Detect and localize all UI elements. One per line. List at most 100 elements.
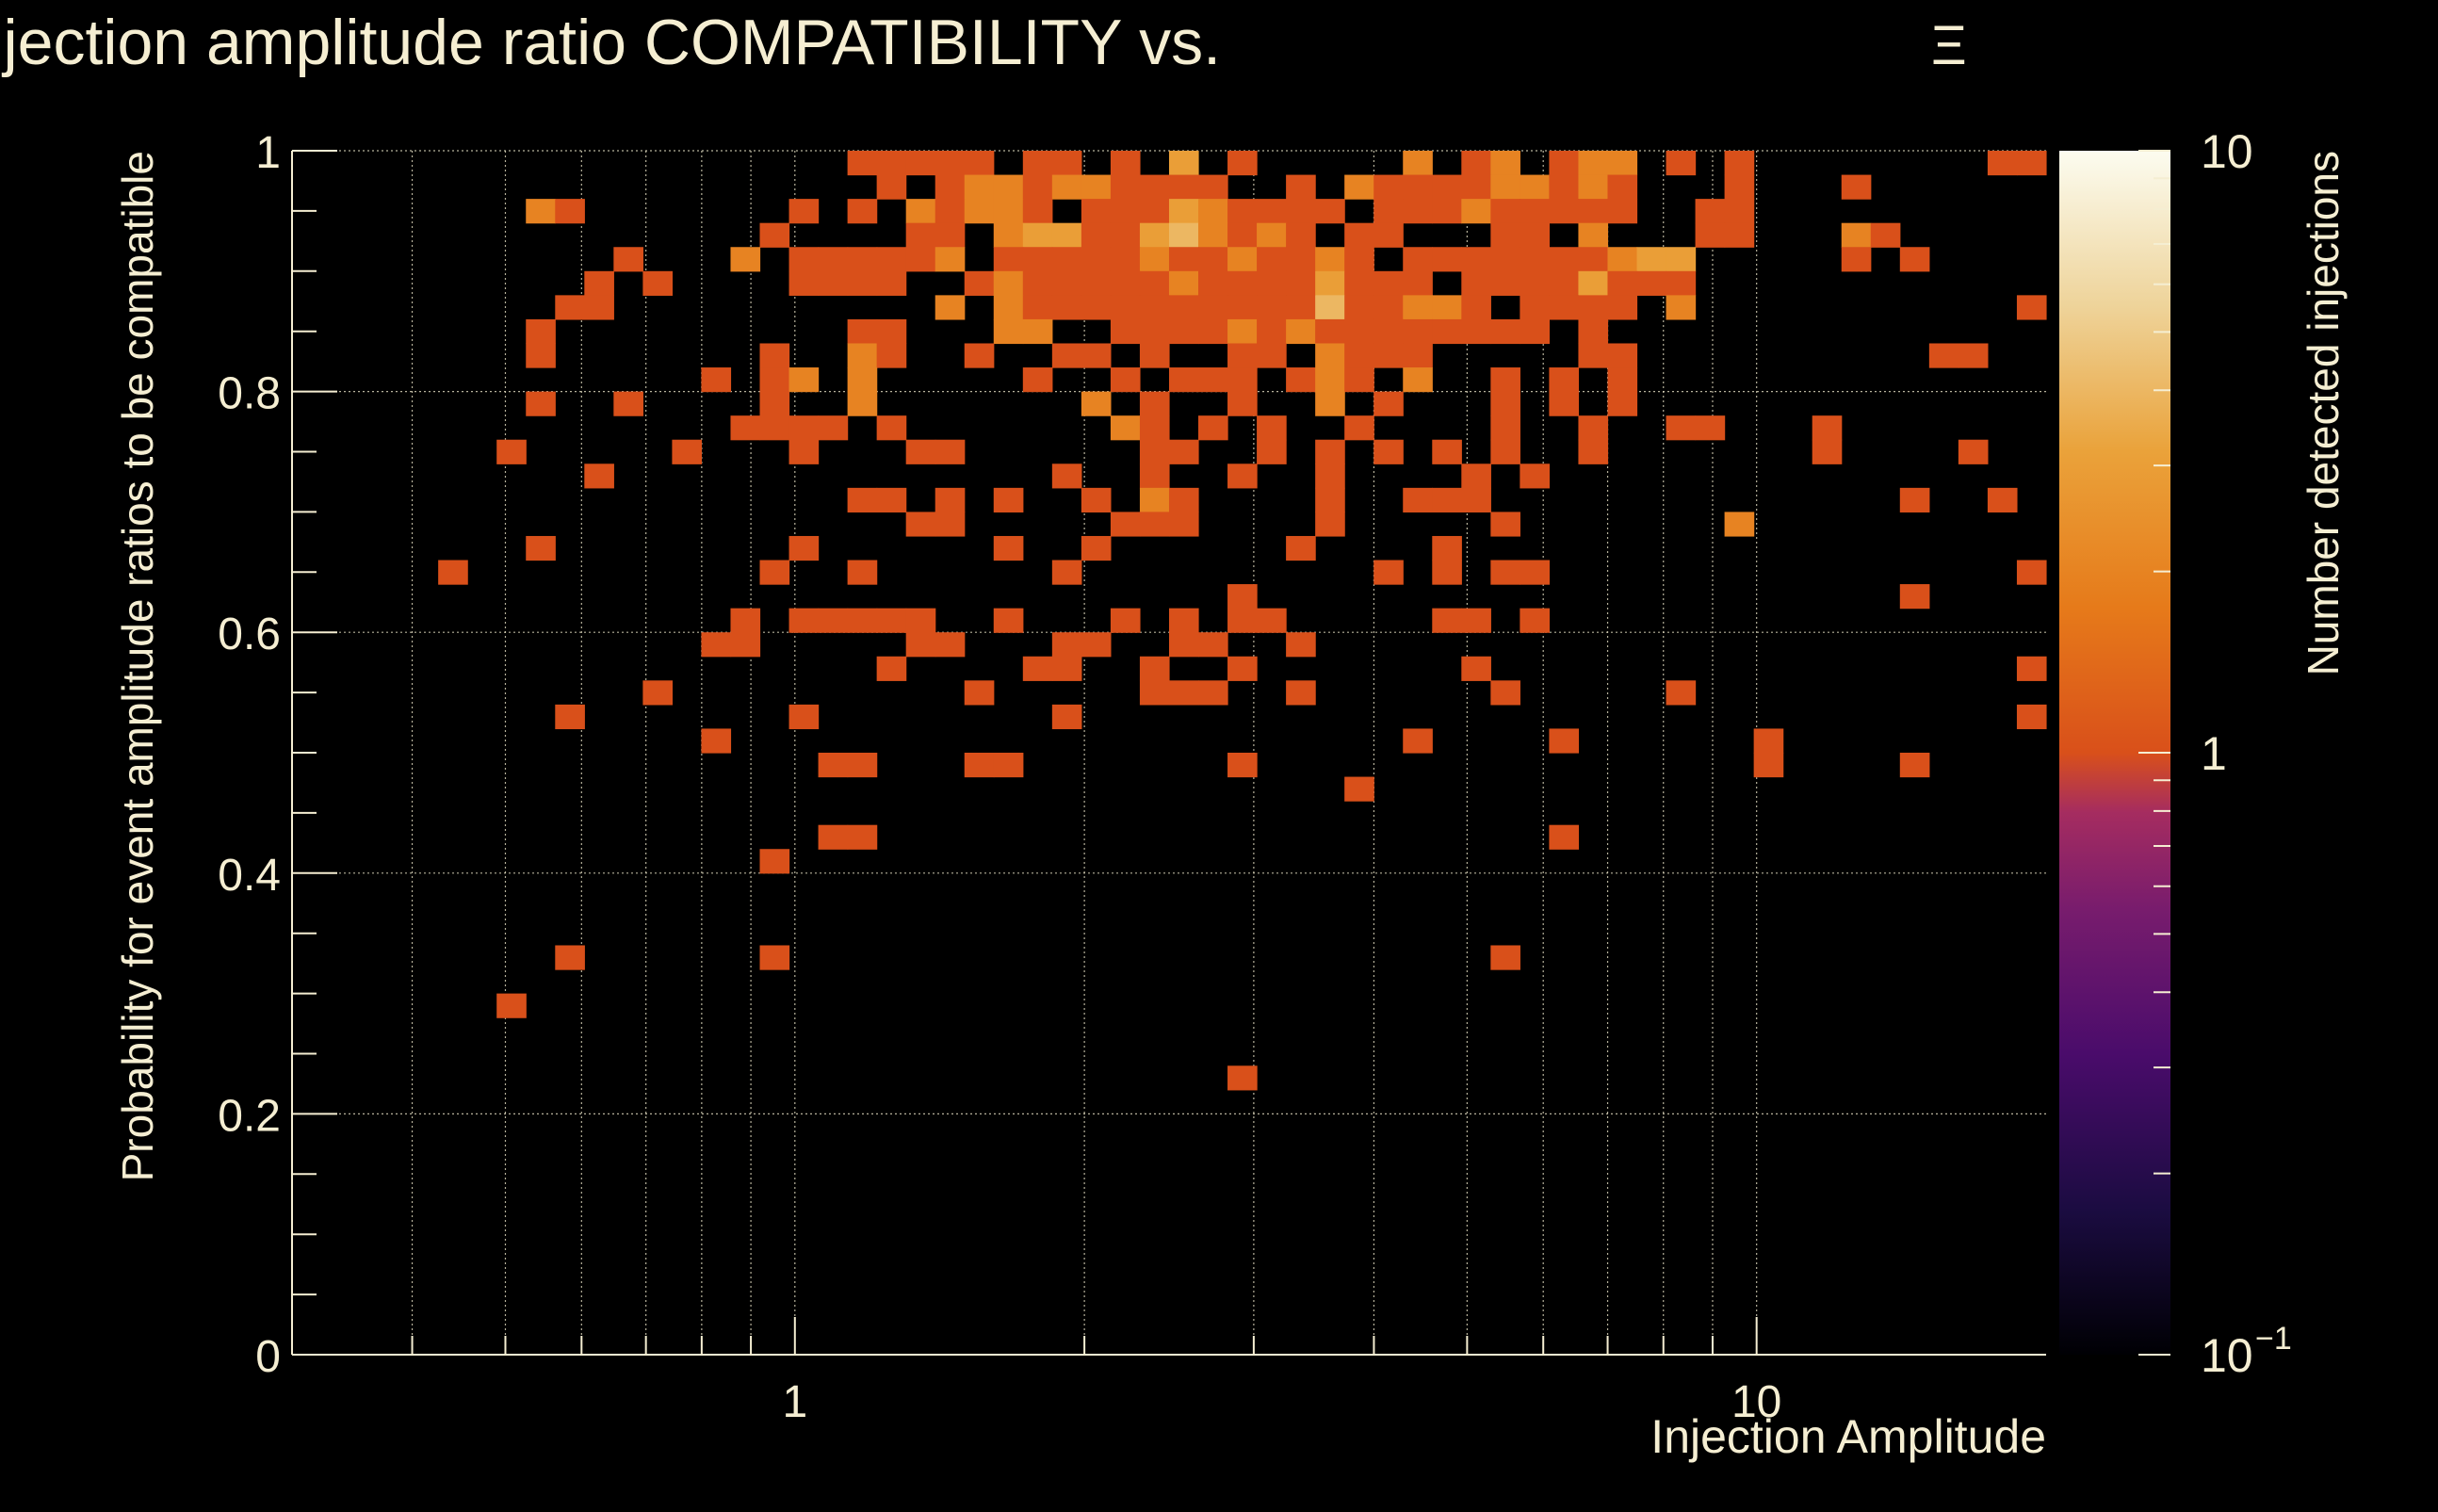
heatmap-cell [1110,174,1141,200]
heatmap-cell [788,439,820,464]
heatmap-cell [1520,608,1550,633]
heatmap-cell [1373,560,1404,585]
heatmap-cell [1607,247,1638,272]
heatmap-cell [1286,295,1316,320]
heatmap-cell [876,608,907,633]
heatmap-cell [964,753,995,778]
y-tick-label: 0 [255,1332,281,1382]
heatmap-cell [1315,391,1345,416]
heatmap-cell [1490,560,1520,585]
heatmap-cell [1257,415,1287,441]
heatmap-cell [1227,270,1258,296]
heatmap-cell [642,270,674,296]
heatmap-cell [1520,199,1550,224]
heatmap-cell [935,295,966,320]
heatmap-cell [1403,247,1433,272]
heatmap-cell [1578,247,1609,272]
heatmap-cell [935,174,966,200]
heatmap-cell [905,199,936,224]
heatmap-cell [1081,487,1112,512]
heatmap-cell [1724,199,1755,224]
heatmap-cell [1636,247,1667,272]
heatmap-cell [1198,295,1228,320]
heatmap-cell [1432,318,1462,345]
heatmap-cell [905,222,936,248]
heatmap-cell [1227,1065,1258,1091]
heatmap-cell [1110,295,1141,320]
heatmap-cell [1139,680,1170,706]
heatmap-cell [1578,415,1609,441]
heatmap-cell [1549,270,1580,296]
heatmap-cells [438,151,2047,1091]
heatmap-cell [964,199,995,224]
heatmap-cell [642,680,674,706]
colorbar-tick-label: 10 [2201,1329,2253,1382]
heatmap-cell [1607,295,1638,320]
heatmap-cell [1461,174,1491,200]
heatmap-cell [555,704,585,730]
heatmap-cell [1198,367,1228,393]
heatmap-cell [1227,753,1258,778]
heatmap-cell [1227,343,1258,368]
heatmap-cell [1081,343,1112,368]
heatmap-cell [730,247,761,272]
heatmap-cell [847,608,878,633]
heatmap-cell [1315,512,1345,537]
heatmap-cell [2016,151,2047,176]
heatmap-cell [1403,318,1433,345]
heatmap-cell [1139,318,1170,345]
heatmap-cell [993,318,1024,345]
heatmap-cell [1315,318,1345,345]
heatmap-cell [1344,295,1374,320]
heatmap-cell [1520,560,1550,585]
heatmap-cell [1139,222,1170,248]
heatmap-cell [1578,343,1609,368]
heatmap-cell [876,247,907,272]
heatmap-cell [1373,318,1404,345]
heatmap-cell [1373,174,1404,200]
heatmap-cell [1403,343,1433,368]
heatmap-cell [876,318,907,345]
heatmap-cell [1870,222,1901,248]
heatmap-cell [1490,680,1520,706]
heatmap-cell [1958,439,1989,464]
heatmap-cell [1168,487,1199,512]
heatmap-cell [1344,367,1374,393]
heatmap-cell [1051,632,1082,658]
heatmap-cell [1227,318,1258,345]
heatmap-cell [1490,174,1520,200]
heatmap-cell [1110,318,1141,345]
heatmap-cell [1812,415,1843,441]
heatmap-cell [1198,222,1228,248]
heatmap-cell [788,608,820,633]
heatmap-cell [1490,439,1520,464]
heatmap-cell [1432,295,1462,320]
heatmap-cell [1899,247,1930,272]
heatmap-cell [1344,222,1374,248]
heatmap-cell [1286,535,1316,561]
heatmap-cell [1081,222,1112,248]
heatmap-cell [1286,632,1316,658]
heatmap-cell [730,632,761,658]
heatmap-cell [935,247,966,272]
heatmap-cell [1549,151,1580,176]
heatmap-cell [1315,487,1345,512]
heatmap-cell [1139,439,1170,464]
heatmap-cell [876,656,907,681]
heatmap-cell [1315,367,1345,393]
heatmap-cell [905,608,936,633]
heatmap-cell [964,343,995,368]
heatmap-cell [1051,343,1082,368]
heatmap-cell [1168,318,1199,345]
y-tick-label: 0.4 [218,851,281,901]
heatmap-cell [1432,174,1462,200]
heatmap-cell [1227,151,1258,176]
heatmap-cell [701,728,732,754]
heatmap-cell [701,632,732,658]
heatmap-cell [1168,608,1199,633]
heatmap-cell [905,247,936,272]
heatmap-cell [759,391,790,416]
heatmap-cell [1432,608,1462,633]
heatmap-cell [1549,295,1580,320]
heatmap-cell [1490,151,1520,176]
